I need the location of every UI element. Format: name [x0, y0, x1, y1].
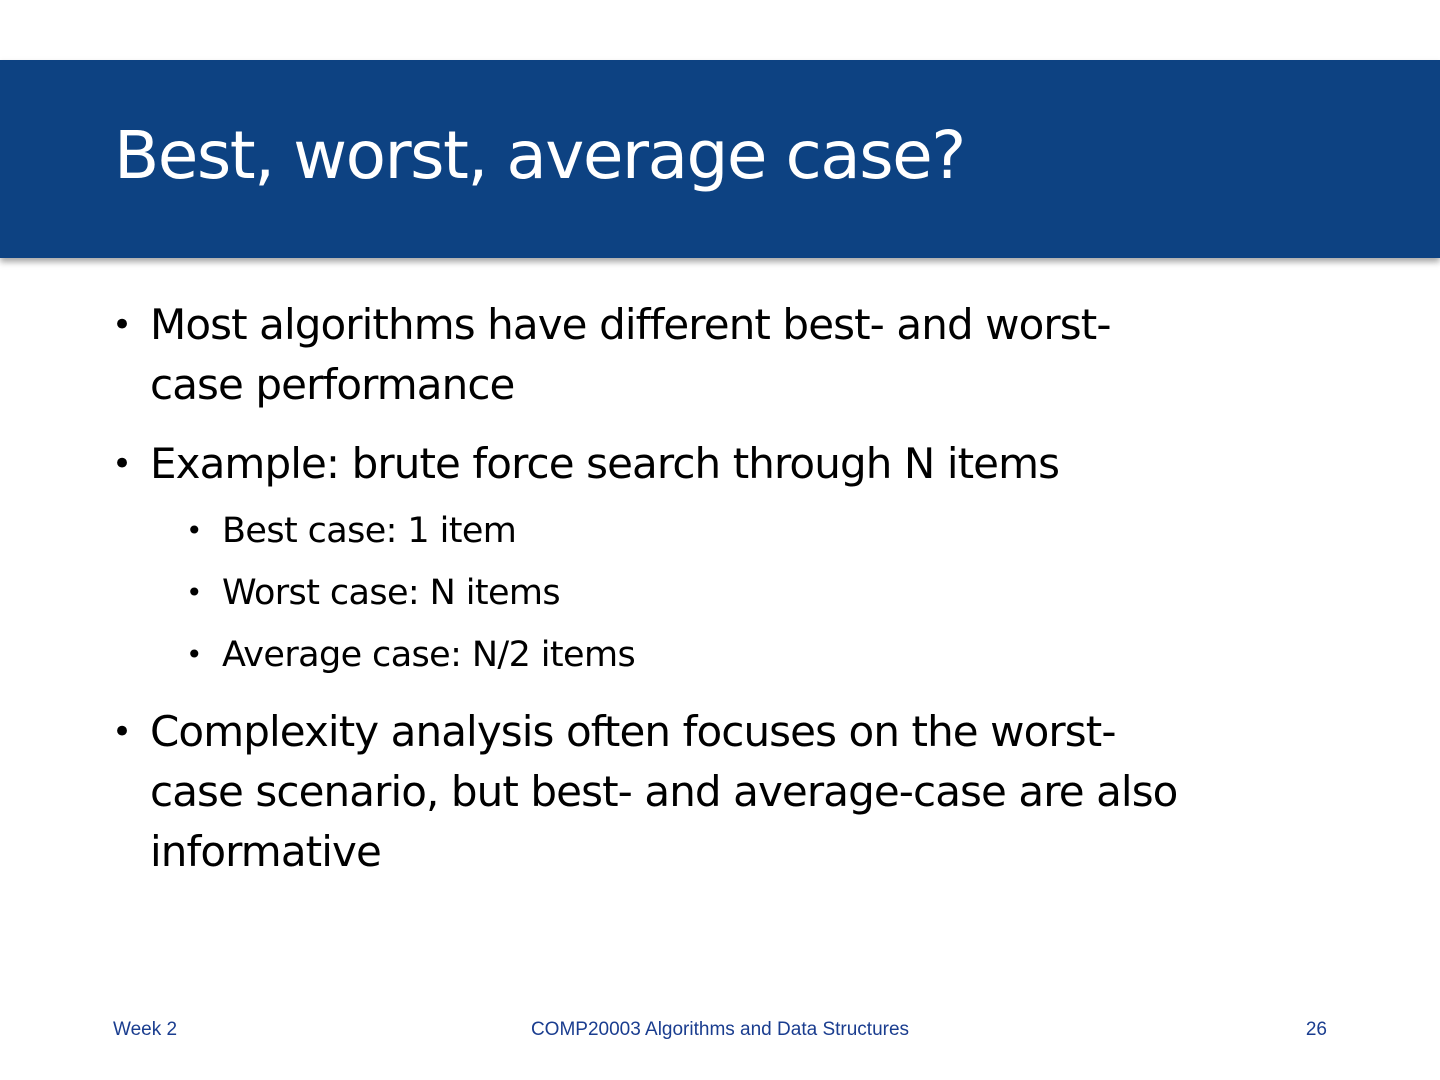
bullet-glyph: •	[112, 305, 132, 345]
bullet-glyph: •	[112, 712, 132, 752]
bullet-text: Complexity analysis often focuses on the…	[150, 707, 1178, 876]
bullet-glyph: •	[186, 514, 203, 547]
slide-title: Best, worst, average case?	[114, 117, 966, 194]
footer-week: Week 2	[113, 1019, 178, 1040]
bullet-item: • Example: brute force search through N …	[112, 434, 1060, 494]
bullet-glyph: •	[186, 576, 203, 609]
bullet-item: • Complexity analysis often focuses on t…	[112, 702, 1330, 882]
bullet-glyph: •	[186, 638, 203, 671]
sub-bullet-item: • Worst case: N items	[186, 562, 561, 624]
sub-bullet-text: Best case: 1 item	[222, 511, 517, 551]
title-band	[0, 60, 1440, 258]
bullet-text: Most algorithms have different best- and…	[150, 300, 1111, 409]
bullet-glyph: •	[112, 444, 132, 484]
footer-page-number: 26	[1305, 1019, 1327, 1040]
sub-bullet-text: Worst case: N items	[222, 573, 561, 613]
bullet-item: • Most algorithms have different best- a…	[112, 295, 1300, 415]
footer-course-title: COMP20003 Algorithms and Data Structures	[530, 1019, 910, 1040]
sub-bullet-text: Average case: N/2 items	[222, 635, 636, 675]
sub-bullet-item: • Best case: 1 item	[186, 500, 517, 562]
sub-bullet-item: • Average case: N/2 items	[186, 624, 636, 686]
bullet-text: Example: brute force search through N it…	[150, 439, 1060, 488]
